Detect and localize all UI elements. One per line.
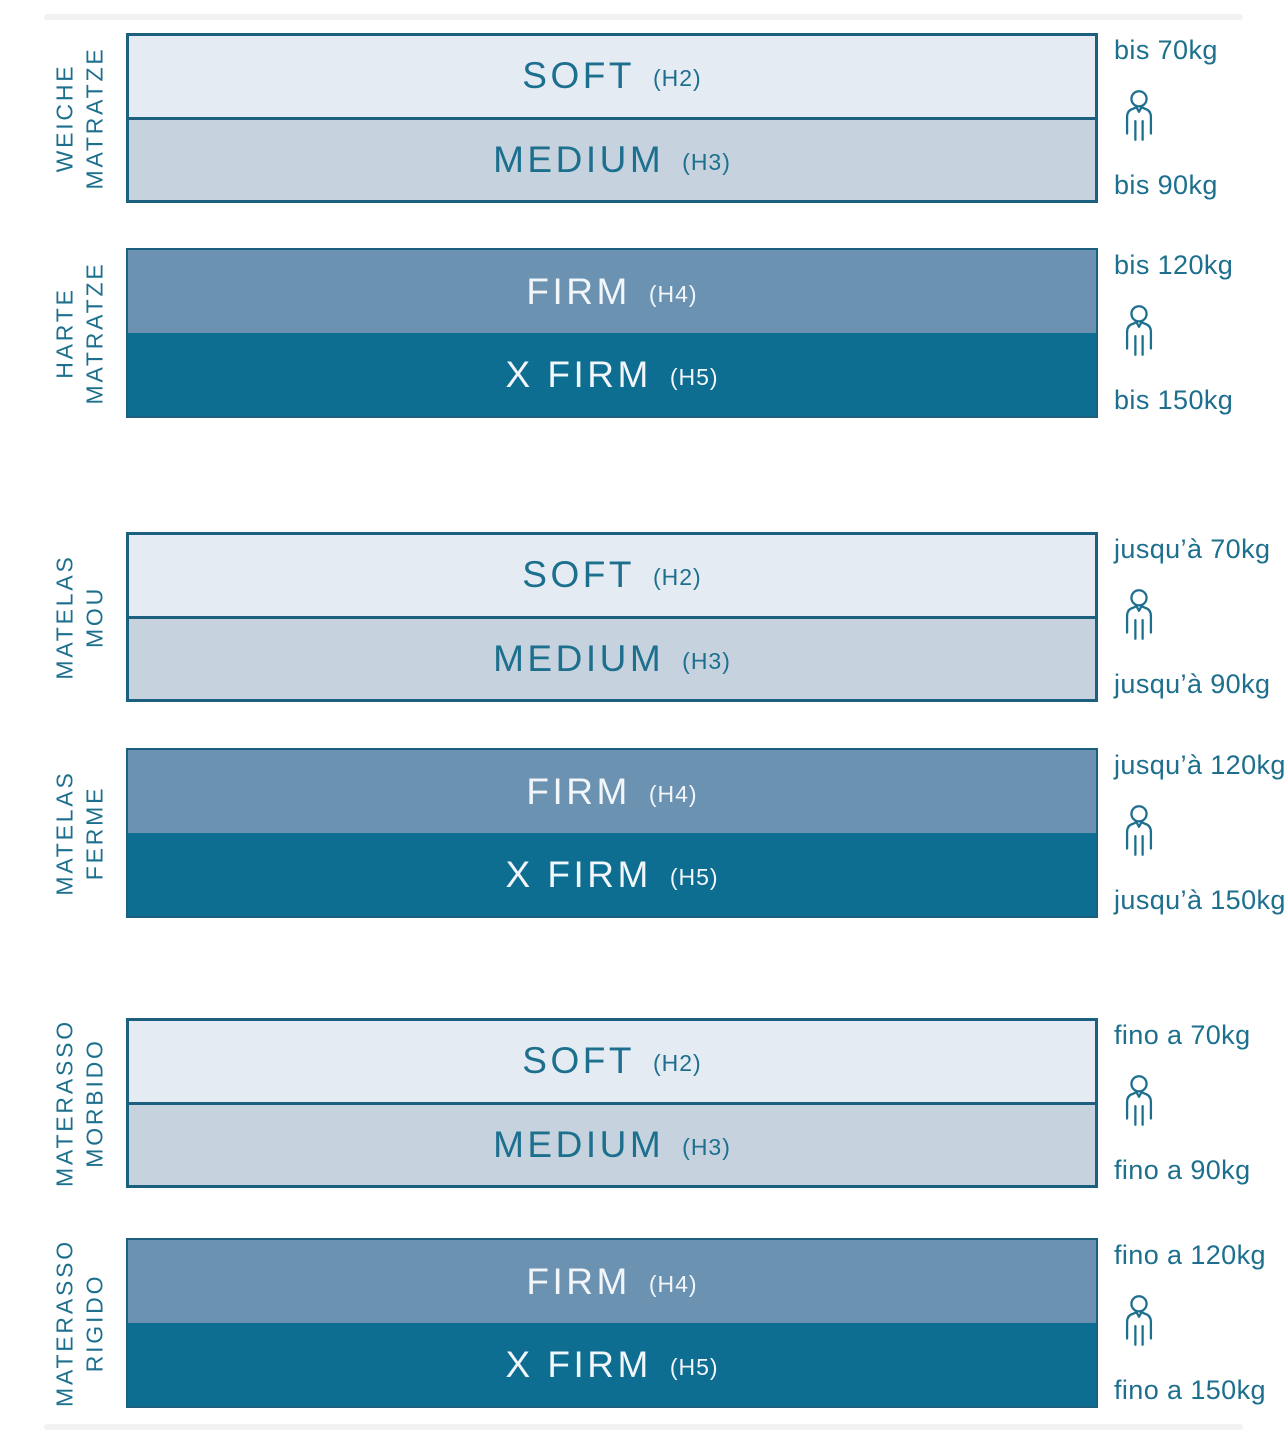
bar-grade-label: (H5) bbox=[669, 363, 719, 390]
bar-grade-label: (H3) bbox=[682, 148, 731, 175]
mattress-bars: FIRM (H4) X FIRM (H5) bbox=[126, 1238, 1098, 1408]
side-label-line1: MATERASSO bbox=[51, 1239, 78, 1407]
bar-name-label: SOFT bbox=[522, 1040, 635, 1082]
person-icon bbox=[1125, 1295, 1153, 1346]
side-label-line1: MATELAS bbox=[51, 770, 78, 896]
side-label-line2: MORBIDO bbox=[82, 1038, 108, 1168]
side-label-line1: HARTE bbox=[51, 287, 78, 379]
mattress-bars: SOFT (H2) MEDIUM (H3) bbox=[126, 1018, 1098, 1188]
bar-name-label: FIRM bbox=[526, 770, 631, 812]
weight-label-top: jusqu’à 120kg bbox=[1114, 750, 1286, 780]
bottom-divider bbox=[44, 1424, 1243, 1430]
person-icon bbox=[1125, 90, 1153, 141]
person-icon bbox=[1125, 305, 1153, 356]
bar-grade-label: (H5) bbox=[669, 1353, 719, 1380]
bar-firm-h4: FIRM (H4) bbox=[128, 750, 1096, 833]
bar-medium-h3: MEDIUM (H3) bbox=[129, 615, 1095, 699]
section-harte-matratze: HARTE MATRATZE FIRM (H4) X FIRM (H5) bis… bbox=[52, 248, 1233, 418]
bar-name-label: X FIRM bbox=[505, 853, 652, 895]
weight-column: jusqu’à 70kg jusqu’à 90kg bbox=[1114, 532, 1287, 702]
bar-grade-label: (H2) bbox=[652, 65, 702, 92]
bar-name-label: MEDIUM bbox=[493, 637, 665, 679]
bar-soft-h2: SOFT (H2) bbox=[129, 36, 1095, 117]
bar-name-label: MEDIUM bbox=[493, 1123, 665, 1165]
section-weiche-matratze: WEICHE MATRATZE SOFT (H2) MEDIUM (H3) bi… bbox=[52, 33, 1217, 203]
side-label-line2: FERME bbox=[82, 785, 108, 881]
weight-column: fino a 120kg fino a 150kg bbox=[1114, 1238, 1287, 1408]
mattress-bars: FIRM (H4) X FIRM (H5) bbox=[126, 748, 1098, 918]
side-label-line2: MATRATZE bbox=[82, 261, 108, 405]
weight-label-top: bis 120kg bbox=[1114, 250, 1234, 280]
section-materasso-rigido: MATERASSO RIGIDO FIRM (H4) X FIRM (H5) f… bbox=[52, 1238, 1266, 1408]
person-icon bbox=[1125, 805, 1153, 856]
bar-name-label: SOFT bbox=[522, 55, 635, 97]
weight-column: fino a 70kg fino a 90kg bbox=[1114, 1018, 1287, 1188]
mattress-bars: SOFT (H2) MEDIUM (H3) bbox=[126, 33, 1098, 203]
bar-name-label: FIRM bbox=[526, 270, 631, 312]
bar-name-label: SOFT bbox=[522, 554, 635, 596]
bar-grade-label: (H2) bbox=[652, 1050, 702, 1077]
side-label-line1: WEICHE bbox=[51, 63, 78, 173]
side-label-line2: MOU bbox=[82, 585, 108, 649]
mattress-bars: SOFT (H2) MEDIUM (H3) bbox=[126, 532, 1098, 702]
top-divider bbox=[44, 14, 1243, 20]
bar-firm-h4: FIRM (H4) bbox=[128, 1240, 1096, 1323]
bar-name-label: FIRM bbox=[526, 1260, 631, 1302]
bar-firm-h4: FIRM (H4) bbox=[128, 250, 1096, 333]
bar-grade-label: (H4) bbox=[648, 280, 698, 307]
weight-label-bottom: bis 90kg bbox=[1114, 170, 1218, 200]
weight-label-top: jusqu’à 70kg bbox=[1114, 534, 1271, 564]
side-label: HARTE MATRATZE bbox=[50, 262, 111, 405]
section-matelas-mou: MATELAS MOU SOFT (H2) MEDIUM (H3) jusqu’… bbox=[52, 532, 1270, 702]
person-icon bbox=[1125, 589, 1153, 640]
section-materasso-morbido: MATERASSO MORBIDO SOFT (H2) MEDIUM (H3) … bbox=[52, 1018, 1250, 1188]
side-label: MATELAS MOU bbox=[50, 554, 111, 679]
side-label: MATERASSO MORBIDO bbox=[50, 1019, 111, 1187]
weight-label-bottom: bis 150kg bbox=[1114, 385, 1234, 415]
bar-name-label: X FIRM bbox=[505, 1343, 652, 1385]
side-label-line1: MATERASSO bbox=[51, 1019, 78, 1187]
section-matelas-ferme: MATELAS FERME FIRM (H4) X FIRM (H5) jusq… bbox=[52, 748, 1285, 918]
bar-name-label: X FIRM bbox=[505, 353, 652, 395]
bar-xfirm-h5: X FIRM (H5) bbox=[128, 333, 1096, 416]
bar-grade-label: (H2) bbox=[652, 564, 702, 591]
bar-medium-h3: MEDIUM (H3) bbox=[129, 1101, 1095, 1185]
bar-soft-h2: SOFT (H2) bbox=[129, 1021, 1095, 1102]
weight-column: bis 70kg bis 90kg bbox=[1114, 33, 1287, 203]
side-label-line2: RIGIDO bbox=[82, 1273, 108, 1373]
bar-xfirm-h5: X FIRM (H5) bbox=[128, 833, 1096, 916]
weight-label-top: fino a 120kg bbox=[1114, 1240, 1266, 1270]
bar-medium-h3: MEDIUM (H3) bbox=[129, 116, 1095, 200]
bar-grade-label: (H5) bbox=[669, 863, 719, 890]
weight-label-bottom: jusqu’à 150kg bbox=[1114, 885, 1286, 915]
bar-grade-label: (H3) bbox=[682, 647, 731, 674]
side-label-line1: MATELAS bbox=[51, 554, 78, 680]
bar-grade-label: (H4) bbox=[648, 780, 698, 807]
bar-xfirm-h5: X FIRM (H5) bbox=[128, 1323, 1096, 1406]
bar-name-label: MEDIUM bbox=[493, 138, 665, 180]
weight-label-top: bis 70kg bbox=[1114, 35, 1218, 65]
bar-grade-label: (H4) bbox=[648, 1270, 698, 1297]
side-label: WEICHE MATRATZE bbox=[50, 47, 111, 190]
bar-soft-h2: SOFT (H2) bbox=[129, 535, 1095, 616]
weight-column: jusqu’à 120kg jusqu’à 150kg bbox=[1114, 748, 1287, 918]
side-label: MATERASSO RIGIDO bbox=[50, 1239, 111, 1407]
person-icon bbox=[1125, 1075, 1153, 1126]
mattress-bars: FIRM (H4) X FIRM (H5) bbox=[126, 248, 1098, 418]
weight-label-bottom: fino a 90kg bbox=[1114, 1155, 1251, 1185]
side-label: MATELAS FERME bbox=[50, 770, 111, 895]
weight-label-bottom: jusqu’à 90kg bbox=[1114, 669, 1271, 699]
side-label-line2: MATRATZE bbox=[82, 46, 108, 190]
weight-column: bis 120kg bis 150kg bbox=[1114, 248, 1287, 418]
weight-label-top: fino a 70kg bbox=[1114, 1020, 1251, 1050]
bar-grade-label: (H3) bbox=[682, 1133, 731, 1160]
weight-label-bottom: fino a 150kg bbox=[1114, 1375, 1266, 1405]
